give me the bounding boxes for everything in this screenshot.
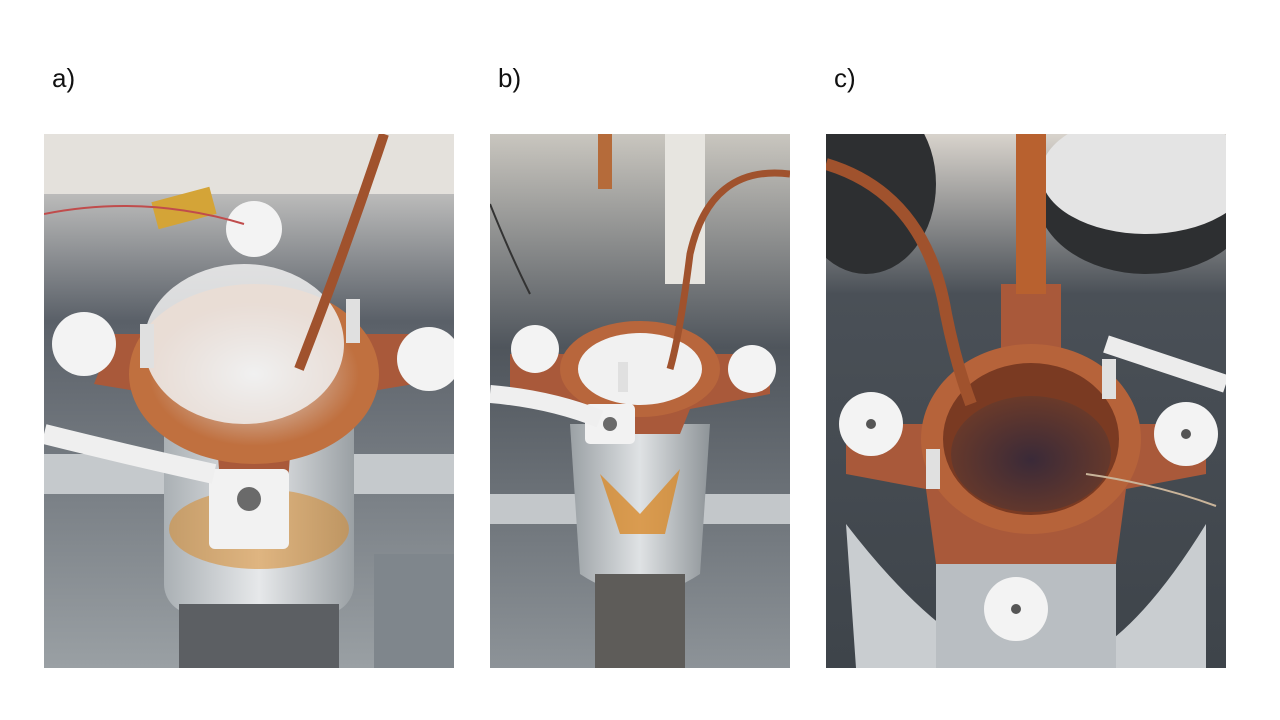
photo-b-image [490,134,790,668]
panel-label-c: c) [834,63,856,93]
panel-label-b: b) [498,63,522,93]
photo-c [826,134,1226,668]
photo-a [44,134,454,668]
photo-c-image [826,134,1226,668]
panel-label-a: a) [52,63,76,93]
photo-a-image [44,134,454,668]
photo-b [490,134,790,668]
